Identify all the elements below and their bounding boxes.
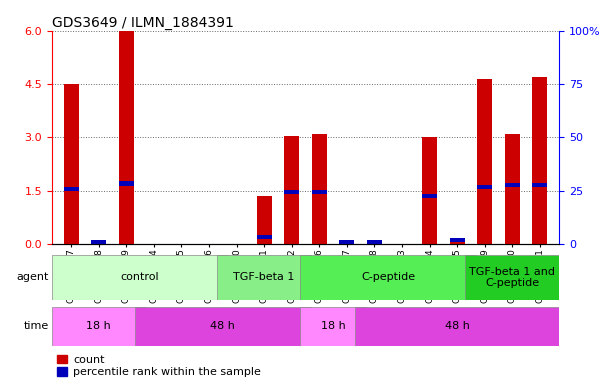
Text: agent: agent — [16, 272, 49, 283]
Bar — [422, 194, 437, 198]
Bar — [134, 307, 311, 346]
Text: 18 h: 18 h — [321, 321, 345, 331]
Bar — [91, 240, 106, 244]
Bar — [367, 240, 382, 244]
Bar — [367, 240, 382, 244]
Bar — [450, 240, 465, 244]
Legend: count, percentile rank within the sample: count, percentile rank within the sample — [57, 355, 261, 377]
Text: TGF-beta 1 and
C-peptide: TGF-beta 1 and C-peptide — [469, 266, 555, 288]
Bar — [505, 134, 520, 244]
Bar — [218, 255, 311, 300]
Bar — [532, 183, 547, 187]
Text: time: time — [24, 321, 49, 331]
Bar — [119, 31, 134, 244]
Bar — [532, 77, 547, 244]
Bar — [64, 84, 79, 244]
Bar — [339, 240, 354, 244]
Bar — [257, 235, 272, 239]
Bar — [91, 240, 106, 244]
Bar — [312, 134, 327, 244]
Bar — [300, 255, 477, 300]
Bar — [466, 255, 559, 300]
Bar — [505, 183, 520, 187]
Bar — [300, 307, 366, 346]
Bar — [477, 185, 492, 189]
Text: GDS3649 / ILMN_1884391: GDS3649 / ILMN_1884391 — [52, 16, 234, 30]
Bar — [355, 307, 559, 346]
Bar — [119, 181, 134, 185]
Bar — [64, 187, 79, 191]
Bar — [339, 240, 354, 244]
Bar — [52, 255, 229, 300]
Text: 18 h: 18 h — [86, 321, 111, 331]
Text: 48 h: 48 h — [445, 321, 469, 331]
Text: TGF-beta 1: TGF-beta 1 — [233, 272, 295, 283]
Bar — [284, 190, 299, 194]
Bar — [477, 79, 492, 244]
Bar — [284, 136, 299, 244]
Text: 48 h: 48 h — [210, 321, 235, 331]
Bar — [52, 307, 145, 346]
Text: C-peptide: C-peptide — [361, 272, 415, 283]
Bar — [312, 190, 327, 194]
Bar — [422, 137, 437, 244]
Bar — [450, 238, 465, 242]
Text: control: control — [121, 272, 159, 283]
Bar — [257, 196, 272, 244]
